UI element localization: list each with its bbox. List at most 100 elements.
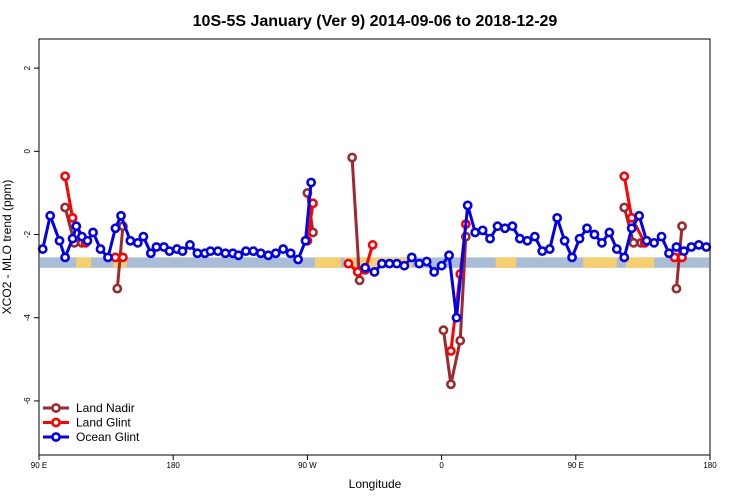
data-point: [671, 283, 682, 294]
data-point: [671, 242, 682, 252]
data-point: [255, 248, 266, 259]
legend-swatch-marker: [51, 403, 61, 413]
data-point: [248, 246, 259, 257]
x-tick-label: 0: [439, 461, 444, 470]
data-point: [500, 223, 510, 234]
y-tick-label: -2: [23, 230, 32, 238]
legend-item: Land Nadir: [43, 401, 135, 415]
data-point: [693, 240, 704, 250]
data-point: [477, 225, 488, 236]
legend-label: Ocean Glint: [76, 430, 140, 444]
data-point: [103, 252, 113, 263]
data-point: [95, 244, 106, 254]
data-point: [455, 335, 466, 346]
data-point: [604, 227, 615, 238]
data-point: [71, 221, 82, 232]
data-point: [436, 260, 447, 271]
data-point: [67, 233, 78, 244]
data-point: [360, 262, 371, 273]
data-point: [60, 171, 70, 182]
data-point: [293, 254, 303, 265]
data-point: [347, 152, 358, 163]
data-point: [656, 231, 667, 242]
data-point: [164, 246, 175, 257]
data-point: [485, 233, 495, 244]
legend-item: Ocean Glint: [43, 430, 140, 444]
series-land-nadir: [60, 152, 687, 390]
data-point: [110, 252, 121, 263]
data-point: [367, 240, 378, 250]
data-point: [270, 248, 281, 259]
data-point: [664, 248, 674, 259]
x-tick-label: 90 E: [568, 461, 584, 470]
data-point: [45, 210, 56, 221]
x-axis-label: Longitude: [349, 477, 402, 491]
data-point: [300, 235, 311, 246]
data-point: [205, 246, 216, 257]
data-point: [391, 258, 402, 269]
data-point: [145, 248, 156, 259]
data-point: [369, 267, 380, 277]
data-point: [529, 231, 540, 242]
y-tick-label: 2: [23, 65, 32, 70]
data-point: [384, 258, 395, 269]
data-point: [451, 312, 462, 323]
data-point: [649, 237, 659, 248]
x-tick-label: 90 W: [298, 461, 317, 470]
legend-item: Land Glint: [43, 416, 131, 430]
data-point: [628, 237, 639, 248]
legend-swatch-marker: [51, 432, 61, 442]
series-layer: [37, 152, 712, 390]
land-band-segment: [495, 257, 517, 268]
data-point: [552, 212, 563, 223]
data-point: [679, 246, 689, 257]
data-point: [377, 258, 387, 269]
data-point: [470, 227, 481, 238]
series-line: [305, 203, 315, 242]
data-point: [132, 237, 143, 248]
data-point: [582, 223, 592, 234]
data-point: [125, 235, 136, 246]
data-point: [112, 283, 123, 294]
data-point: [567, 252, 577, 263]
data-point: [352, 267, 363, 277]
x-tick-label: 90 E: [31, 461, 47, 470]
land-band-segment: [314, 257, 341, 268]
data-point: [233, 250, 244, 261]
data-point: [263, 250, 274, 261]
data-point: [399, 260, 410, 271]
data-point: [619, 252, 630, 263]
data-point: [54, 235, 65, 246]
data-point: [492, 221, 503, 232]
data-point: [185, 240, 195, 250]
data-point: [429, 267, 440, 277]
data-point: [626, 223, 637, 234]
data-point: [589, 229, 600, 240]
data-point: [514, 233, 525, 244]
data-point: [116, 210, 126, 221]
data-point: [60, 252, 70, 263]
data-point: [192, 248, 203, 259]
data-point: [151, 242, 162, 252]
x-tick-label: 180: [167, 461, 181, 470]
data-point: [701, 242, 712, 252]
y-tick-label: -6: [23, 397, 32, 405]
data-point: [306, 177, 317, 188]
data-point: [406, 252, 417, 263]
legend-label: Land Nadir: [76, 401, 135, 415]
x-axis: 90 E 180 90 W 0 90 E 180: [31, 455, 717, 470]
data-point: [82, 235, 93, 246]
data-point: [446, 379, 456, 390]
data-point: [641, 235, 652, 246]
land-ocean-band: [40, 257, 709, 268]
data-point: [634, 210, 645, 221]
data-point: [177, 246, 188, 257]
data-point: [626, 212, 637, 223]
y-tick-label: 0: [23, 149, 32, 154]
data-point: [446, 346, 456, 356]
series-line: [442, 236, 468, 386]
land-band-segment: [76, 257, 92, 268]
legend-swatch-marker: [51, 417, 61, 428]
data-point: [686, 242, 697, 252]
data-point: [60, 202, 70, 213]
